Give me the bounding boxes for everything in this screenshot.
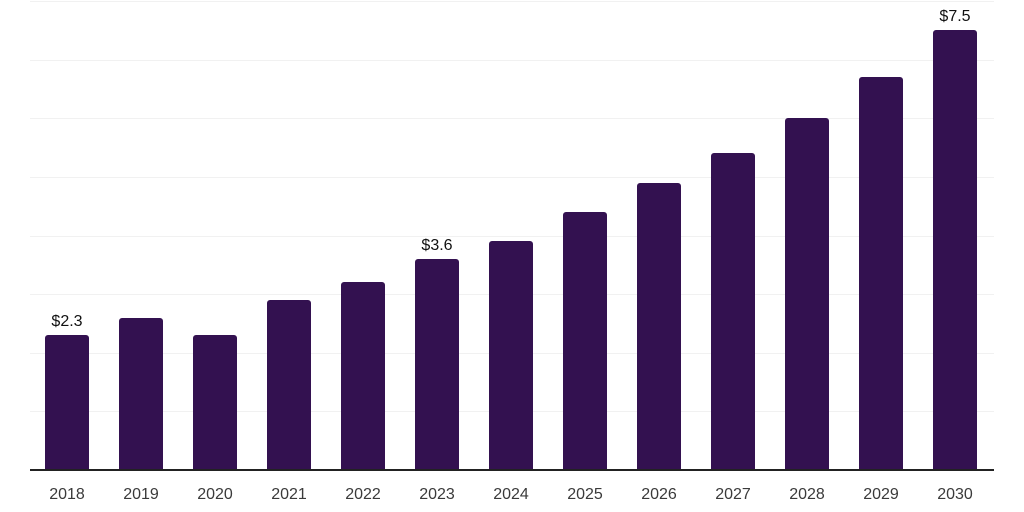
x-tick-2025: 2025: [567, 486, 603, 503]
bar-2025: [563, 212, 607, 470]
gridline-5: [30, 176, 994, 178]
gridline-7: [30, 59, 994, 61]
x-tick-2030: 2030: [937, 486, 973, 503]
x-tick-2022: 2022: [345, 486, 381, 503]
bar-2029: [859, 77, 903, 470]
x-tick-2026: 2026: [641, 486, 677, 503]
bar-2019: [119, 317, 163, 470]
bar-2022: [341, 282, 385, 470]
x-tick-2027: 2027: [715, 486, 751, 503]
value-label-2030: $7.5: [939, 8, 971, 26]
x-tick-2028: 2028: [789, 486, 825, 503]
bar-2020: [193, 335, 237, 470]
x-tick-2029: 2029: [863, 486, 899, 503]
bar-2024: [489, 241, 533, 470]
bar-2026: [637, 182, 681, 470]
bar-2027: [711, 153, 755, 470]
x-tick-2020: 2020: [197, 486, 233, 503]
x-tick-2019: 2019: [123, 486, 159, 503]
x-tick-2018: 2018: [49, 486, 85, 503]
bar-2028: [785, 118, 829, 470]
x-axis-line: [30, 469, 994, 471]
bar-2021: [267, 299, 311, 470]
x-tick-2024: 2024: [493, 486, 529, 503]
value-label-2023: $3.6: [421, 236, 453, 254]
bar-2018: [45, 335, 89, 470]
x-tick-2021: 2021: [271, 486, 307, 503]
x-tick-2023: 2023: [419, 486, 455, 503]
bar-2030: [933, 30, 977, 470]
value-label-2018: $2.3: [51, 313, 83, 331]
gridline-4: [30, 235, 994, 237]
gridline-6: [30, 118, 994, 120]
bar-2023: [415, 258, 459, 470]
gridline-8: [30, 1, 994, 2]
